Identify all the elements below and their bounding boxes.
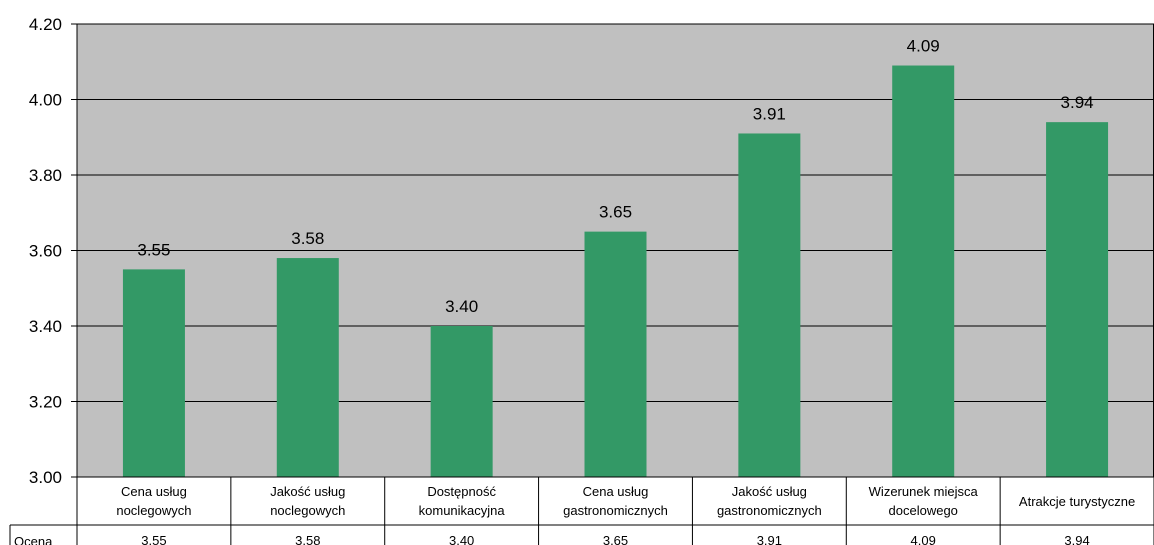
- bar: [122, 269, 185, 477]
- table-value-cell: 3.91: [757, 533, 782, 545]
- table-value-cell: 3.58: [295, 533, 320, 545]
- y-tick-label: 4.20: [29, 15, 62, 34]
- bar: [738, 133, 801, 477]
- bar: [276, 258, 339, 477]
- bar-value-label: 3.94: [1061, 93, 1094, 112]
- bar-value-label: 3.40: [445, 297, 478, 316]
- y-tick-label: 3.40: [29, 317, 62, 336]
- category-label: gastronomicznych: [717, 503, 822, 518]
- category-label: Jakość usług: [270, 484, 345, 499]
- y-tick-label: 3.80: [29, 166, 62, 185]
- bar: [430, 326, 493, 477]
- bar: [892, 65, 955, 478]
- y-tick-label: 4.00: [29, 91, 62, 110]
- category-label: docelowego: [889, 503, 958, 518]
- category-label: Jakość usług: [732, 484, 807, 499]
- data-table: Cena usług noclegowych 3.55 Jakość usług noc…: [9, 476, 1154, 545]
- table-value-cell: 3.40: [449, 533, 474, 545]
- bar-value-label: 3.58: [291, 229, 324, 248]
- category-label: noclegowych: [116, 503, 191, 518]
- data-labels: 3.55 3.58 3.40 3.65 3.91 4.09 3.94: [137, 37, 1093, 316]
- bar-value-label: 3.55: [137, 240, 170, 259]
- category-label: Dostępność: [427, 484, 496, 499]
- table-value-cell: 3.65: [603, 533, 628, 545]
- table-row-label: Ocena: [14, 534, 53, 545]
- category-label: komunikacyjna: [419, 503, 506, 518]
- bar: [584, 231, 647, 477]
- category-label: Wizerunek miejsca: [869, 484, 979, 499]
- category-label: noclegowych: [270, 503, 345, 518]
- table-value-cell: 3.94: [1064, 533, 1089, 545]
- bar-value-label: 3.65: [599, 203, 632, 222]
- bar-value-label: 4.09: [907, 37, 940, 56]
- category-label: Cena usług: [121, 484, 187, 499]
- bar-value-label: 3.91: [753, 104, 786, 123]
- category-label: gastronomicznych: [563, 503, 668, 518]
- y-tick-label: 3.20: [29, 393, 62, 412]
- y-tick-label: 3.60: [29, 242, 62, 261]
- category-label: Atrakcje turystyczne: [1019, 494, 1135, 509]
- table-value-cell: 4.09: [911, 533, 936, 545]
- bar: [1046, 122, 1109, 478]
- category-label: Cena usług: [583, 484, 649, 499]
- bars: [122, 65, 1109, 478]
- table-value-cell: 3.55: [141, 533, 166, 545]
- y-tick-label: 3.00: [29, 468, 62, 487]
